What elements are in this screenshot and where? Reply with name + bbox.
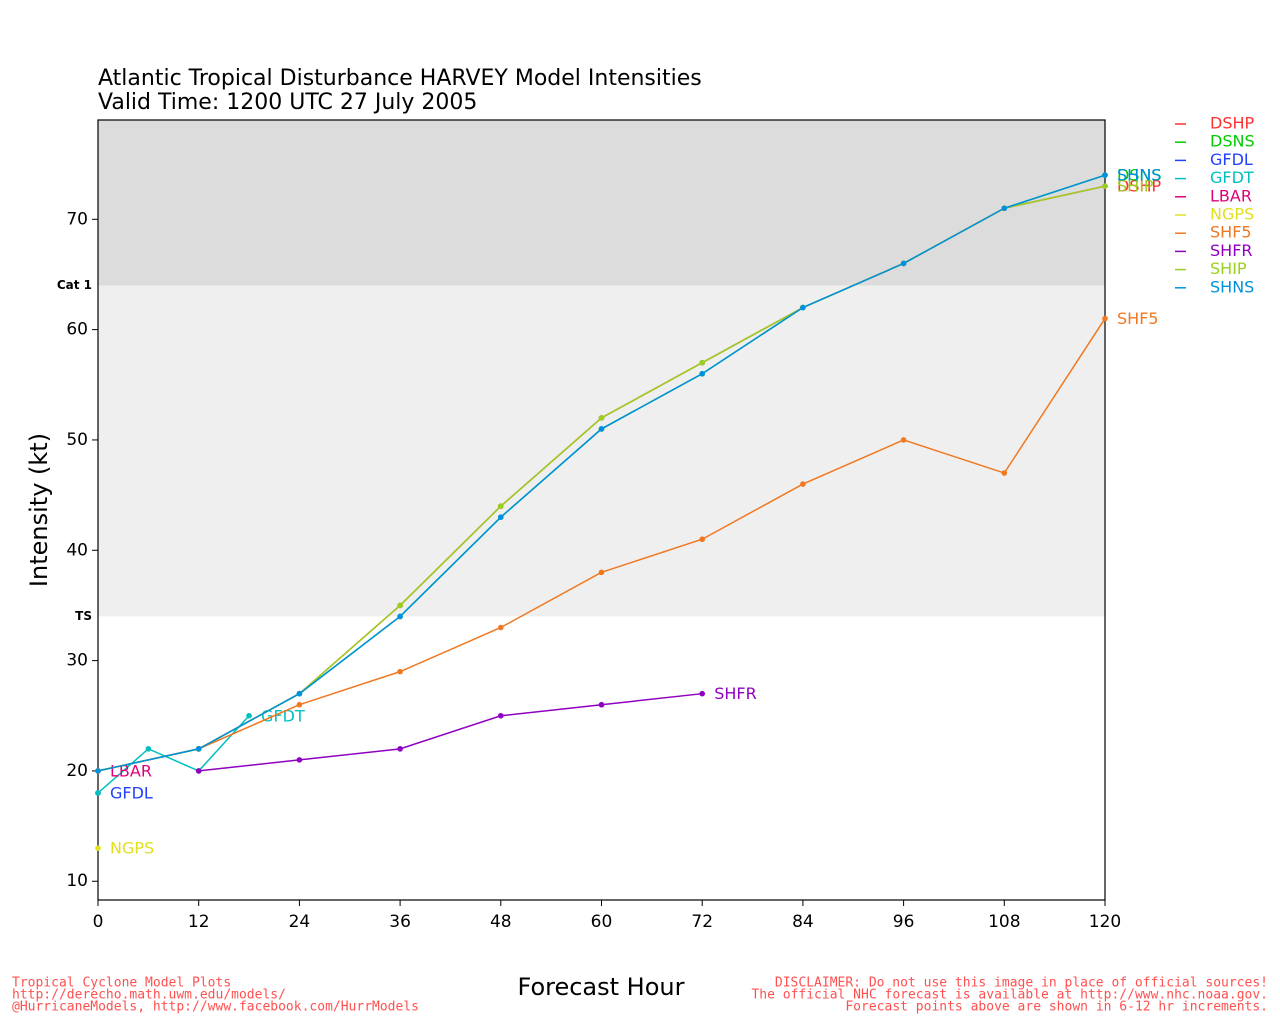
- chart-title: Atlantic Tropical Disturbance HARVEY Mod…: [98, 66, 702, 91]
- data-point: [498, 624, 504, 631]
- x-tick-label: 84: [792, 912, 814, 932]
- data-point: [246, 712, 252, 719]
- series-end-label: SHIP: [1117, 177, 1154, 196]
- legend-label: SHFR: [1210, 241, 1253, 260]
- data-point: [598, 415, 605, 421]
- data-point: [95, 845, 101, 851]
- y-tick-label: 50: [66, 430, 88, 450]
- y-tick-label: 60: [66, 320, 88, 340]
- x-tick-label: 108: [988, 912, 1020, 932]
- x-tick-label: 12: [188, 912, 210, 932]
- legend-label: GFDL: [1210, 150, 1253, 169]
- data-point: [699, 690, 705, 697]
- data-point: [900, 260, 907, 267]
- x-tick-label: 120: [1089, 912, 1121, 932]
- y-tick-label: 20: [66, 761, 88, 781]
- data-point: [397, 613, 403, 620]
- data-point: [498, 712, 504, 719]
- footer-right: DISCLAIMER: Do not use this image in pla…: [775, 976, 1268, 991]
- chart-subtitle: Valid Time: 1200 UTC 27 July 2005: [98, 90, 477, 115]
- series-end-label: SHFR: [714, 684, 757, 703]
- y-tick-label: 30: [66, 651, 88, 671]
- y-tick-label: 40: [66, 540, 88, 560]
- data-point: [800, 304, 806, 311]
- data-point: [397, 668, 403, 675]
- data-point: [498, 503, 504, 509]
- legend-label: DSNS: [1210, 132, 1255, 151]
- data-point: [145, 746, 152, 752]
- footer-left: Tropical Cyclone Model Plots: [12, 976, 231, 991]
- legend-label: SHNS: [1210, 277, 1254, 296]
- legend-label: SHF5: [1210, 223, 1252, 242]
- intensity-band: [98, 285, 1105, 617]
- data-point: [699, 536, 705, 543]
- data-point: [498, 514, 504, 520]
- series-end-label: SHNS: [1117, 166, 1161, 185]
- data-point: [900, 437, 907, 443]
- y-tick-label: 10: [66, 871, 88, 891]
- x-axis-label: Forecast Hour: [518, 973, 685, 1001]
- data-point: [296, 757, 303, 763]
- data-point: [195, 746, 202, 752]
- series-end-label: NGPS: [110, 839, 154, 858]
- data-point: [598, 701, 605, 708]
- series-end-label: GFDL: [110, 783, 153, 802]
- x-tick-label: 72: [691, 912, 713, 932]
- data-point: [1102, 315, 1108, 322]
- data-point: [1102, 183, 1108, 189]
- data-point: [1102, 172, 1108, 178]
- x-tick-label: 24: [289, 912, 311, 932]
- data-point: [800, 481, 806, 487]
- data-point: [397, 602, 403, 609]
- threshold-label: Cat 1: [57, 278, 92, 292]
- data-point: [296, 701, 303, 708]
- footer-left: @HurricaneModels, http://www.facebook.co…: [12, 1000, 419, 1015]
- series-end-label: GFDT: [261, 706, 305, 725]
- intensity-band: [98, 120, 1105, 286]
- y-axis-label: Intensity (kt): [25, 433, 53, 587]
- data-point: [699, 370, 705, 377]
- data-point: [397, 746, 403, 752]
- data-point: [95, 768, 101, 774]
- x-tick-label: 0: [93, 912, 104, 932]
- legend-label: NGPS: [1210, 205, 1254, 224]
- footer-right: Forecast points above are shown in 6-12 …: [845, 1000, 1268, 1015]
- data-point: [95, 790, 101, 796]
- data-point: [1001, 470, 1008, 476]
- footer-right: The official NHC forecast is available a…: [751, 988, 1268, 1003]
- legend-label: SHIP: [1210, 259, 1247, 278]
- data-point: [296, 690, 303, 697]
- x-tick-label: 48: [490, 912, 512, 932]
- data-point: [195, 768, 202, 774]
- legend-label: GFDT: [1210, 168, 1254, 187]
- series-end-label: DSNS: [1117, 166, 1162, 185]
- data-point: [598, 569, 605, 576]
- series-end-label: SHF5: [1117, 309, 1159, 328]
- series-end-label: DSHP: [1117, 177, 1162, 196]
- series-line: [198, 692, 703, 772]
- footer-left: http://derecho.math.uwm.edu/models/: [12, 988, 286, 1003]
- y-tick-label: 70: [66, 209, 88, 229]
- data-point: [1001, 205, 1008, 212]
- data-point: [699, 359, 705, 366]
- threshold-label: TS: [75, 609, 92, 623]
- x-tick-label: 36: [389, 912, 411, 932]
- x-tick-label: 60: [591, 912, 613, 932]
- data-point: [598, 426, 605, 432]
- x-tick-label: 96: [893, 912, 915, 932]
- legend-label: DSHP: [1210, 114, 1255, 133]
- series-line: [97, 715, 250, 794]
- legend-label: LBAR: [1210, 186, 1252, 205]
